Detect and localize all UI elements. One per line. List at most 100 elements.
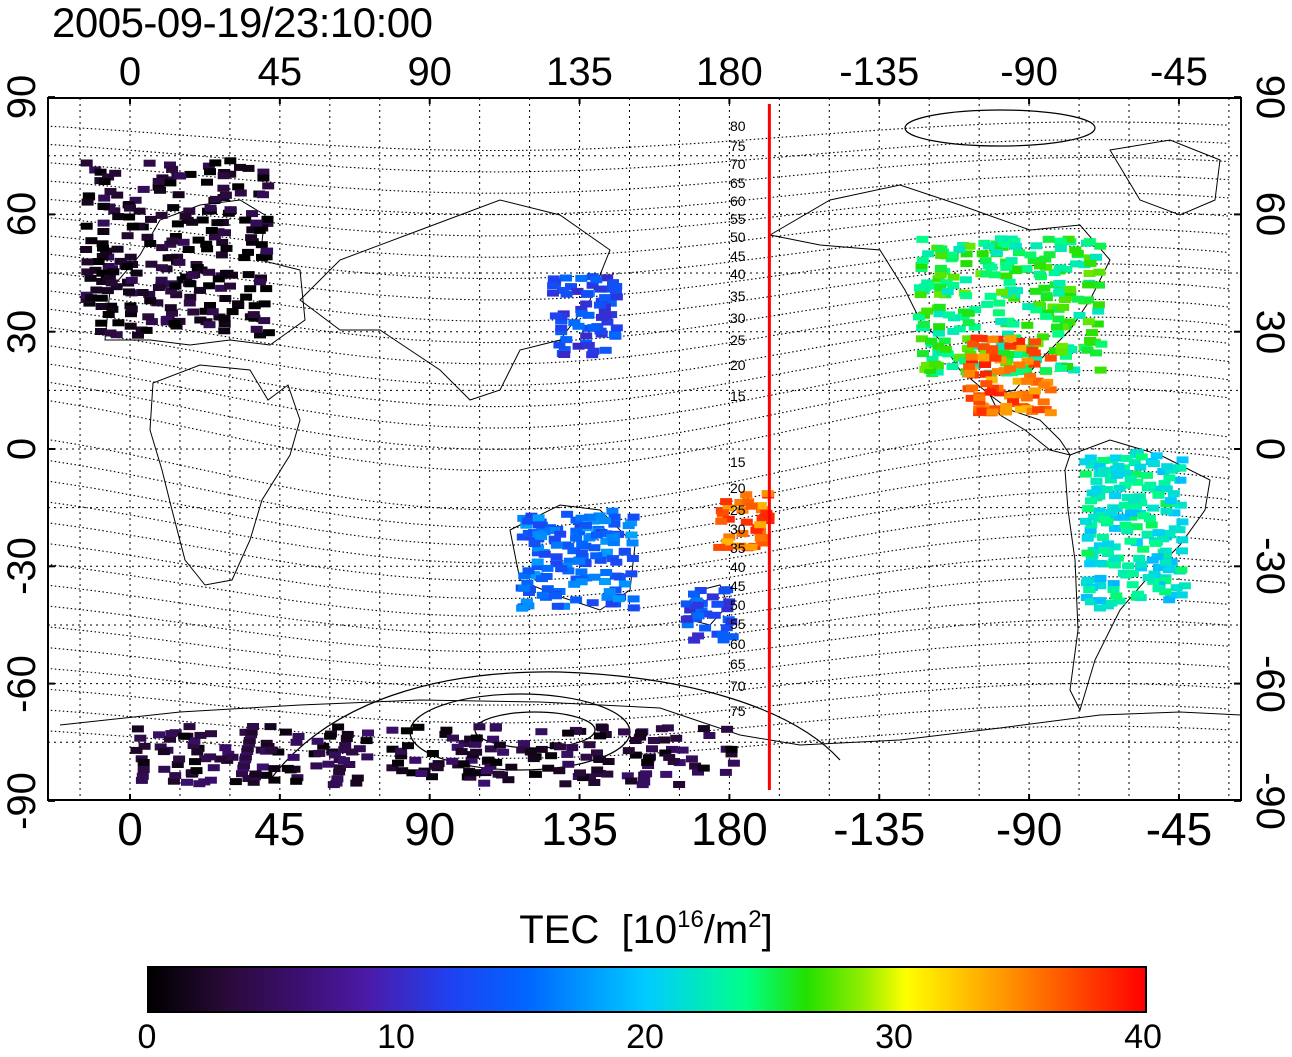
tec-cell [961, 345, 974, 353]
tec-cell [1000, 402, 1013, 410]
tec-cell [990, 249, 1003, 257]
tec-cell [535, 745, 548, 753]
tec-cell [188, 737, 201, 745]
tec-cell [558, 351, 571, 358]
tec-cell [176, 276, 189, 284]
tec-cell [177, 238, 190, 246]
tec-cell [528, 540, 541, 548]
tec-cell [1044, 409, 1057, 417]
tec-cell [392, 759, 404, 767]
tec-cell [1030, 378, 1043, 386]
tec-cell [962, 335, 975, 343]
tec-cell [1083, 585, 1096, 593]
tec-cell [1159, 588, 1172, 596]
tec-cell [182, 246, 195, 253]
tec-cell [124, 253, 137, 261]
tec-cell [1093, 281, 1105, 289]
tec-cell [412, 723, 425, 731]
tec-cell [985, 376, 998, 384]
tec-cell [97, 228, 110, 235]
tec-cell [549, 278, 562, 286]
tec-cell [1135, 564, 1148, 572]
tec-cell [1124, 537, 1137, 545]
tec-cell [932, 329, 945, 337]
tec-cell [1002, 351, 1015, 358]
tec-cell [625, 531, 638, 539]
tec-cell [518, 584, 531, 592]
tec-cell [692, 768, 704, 776]
tec-cell [80, 246, 93, 253]
tec-cell [1120, 454, 1133, 462]
tec-cell [986, 350, 998, 358]
tec-cell [464, 769, 477, 777]
tec-cell [932, 275, 945, 283]
tec-cell [1137, 545, 1150, 553]
tec-cell [1159, 558, 1172, 566]
tec-cell [565, 283, 577, 291]
tec-cell [211, 219, 224, 227]
tec-cell [1104, 476, 1117, 484]
tec-cell [1010, 391, 1023, 399]
tec-cell [926, 355, 939, 363]
tec-cell [721, 543, 734, 551]
tec-cell [586, 281, 599, 289]
contour-label-12: 20 [730, 357, 746, 373]
tec-cell [588, 544, 601, 552]
tec-cell [226, 753, 239, 761]
tec-cell [1141, 530, 1154, 538]
tec-cell [395, 752, 408, 760]
tec-cell [977, 343, 990, 351]
tec-cell [1153, 563, 1165, 571]
tec-cell [934, 284, 947, 292]
tec-cell [1084, 527, 1097, 534]
tec-cell [1113, 484, 1126, 492]
tec-cell [985, 263, 998, 271]
tec-cell [350, 779, 363, 787]
tec-cell [1153, 581, 1166, 589]
tec-cell [580, 300, 593, 308]
tec-cell [402, 742, 414, 750]
tec-cell [1002, 317, 1015, 325]
tec-cell [522, 602, 535, 610]
tec-cell [607, 279, 619, 287]
tec-cell [1080, 594, 1093, 601]
tec-cell [1145, 521, 1158, 529]
tec-cell [1109, 513, 1122, 521]
tec-cell [754, 521, 767, 529]
tec-cell [692, 632, 705, 640]
tec-cell [464, 773, 477, 781]
tec-cell [253, 278, 266, 286]
tec-cell [497, 748, 510, 756]
tec-cell [440, 726, 453, 734]
tec-cell [996, 339, 1009, 347]
tec-cell [239, 216, 252, 224]
tec-cell [681, 621, 694, 629]
tec-cell [135, 755, 148, 763]
frame-ticks [48, 96, 1241, 802]
tec-cell [580, 574, 593, 582]
tec-cell [219, 229, 231, 237]
tec-cell [218, 327, 231, 335]
tec-cell [1144, 481, 1157, 489]
tec-cell [97, 244, 109, 252]
tec-cell [98, 194, 111, 202]
tec-cell [960, 260, 973, 268]
tec-cell [605, 600, 618, 608]
tec-cell [127, 222, 140, 230]
tec-cell [196, 216, 209, 224]
tec-cell [553, 767, 566, 775]
tec-cell [659, 749, 672, 757]
tec-cell [1102, 540, 1115, 548]
tec-cell [975, 334, 988, 342]
contour-label-10: 30 [730, 310, 746, 326]
tec-cell [718, 587, 731, 595]
tec-cell [531, 563, 544, 571]
tec-cell [995, 343, 1008, 350]
tec-cell [166, 254, 178, 262]
tec-cell [102, 173, 115, 181]
tec-cell [1084, 259, 1097, 267]
tec-cell [272, 748, 285, 756]
tec-cell [154, 743, 167, 751]
tec-cell [981, 300, 994, 308]
tec-cell [80, 159, 93, 167]
